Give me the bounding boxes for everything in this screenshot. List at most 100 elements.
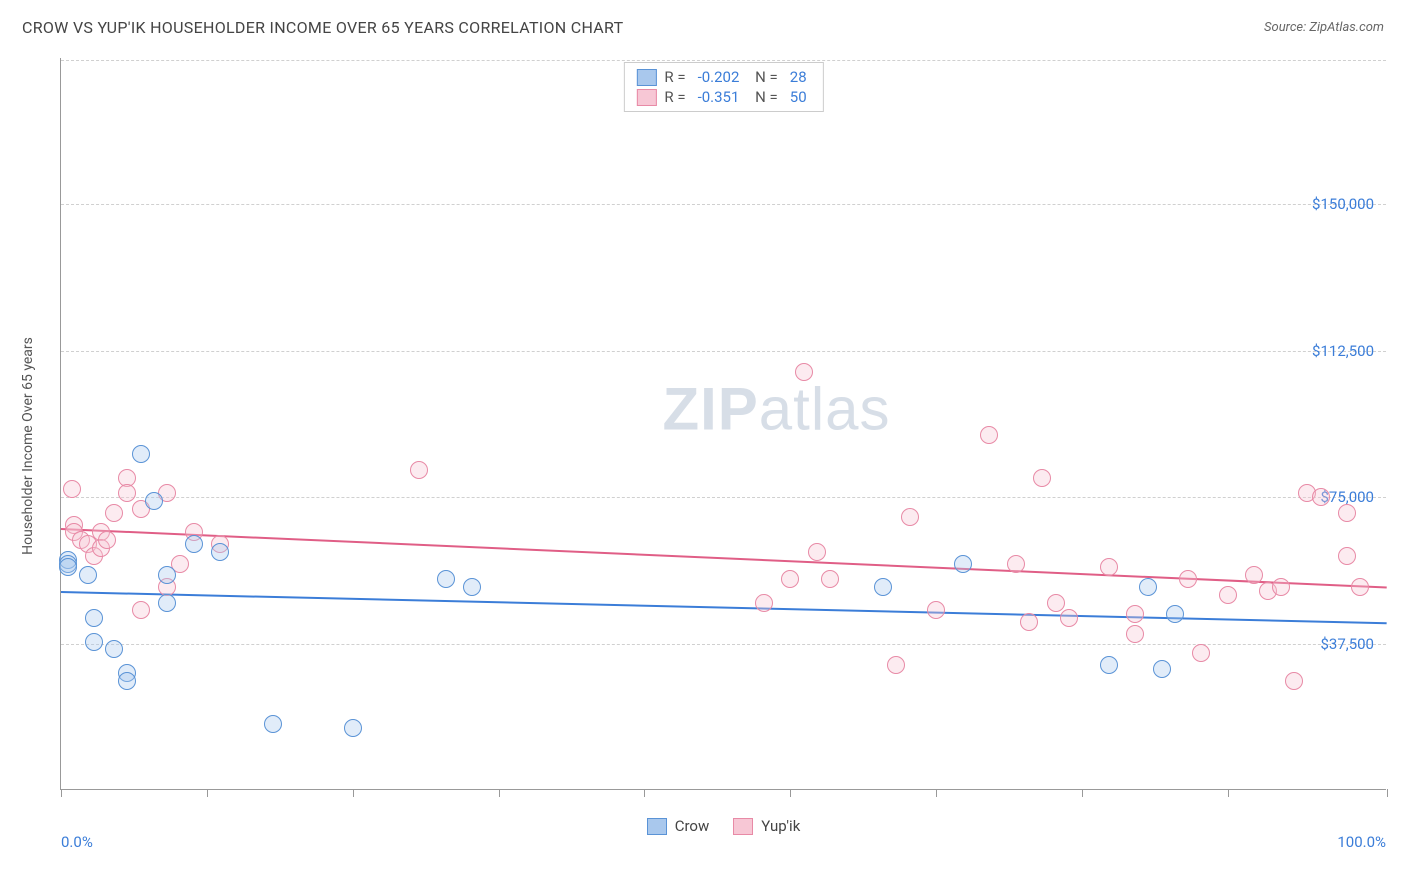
trendline-crow [61, 591, 1387, 624]
r-label: R = [664, 68, 685, 86]
data-point [1033, 469, 1051, 487]
data-point [211, 543, 229, 561]
data-point [1126, 605, 1144, 623]
x-tick-label: 0.0% [61, 833, 93, 851]
data-point [1153, 660, 1171, 678]
x-tick [936, 789, 937, 797]
data-point [158, 566, 176, 584]
data-point [1272, 578, 1290, 596]
legend-item-yupik: Yup'ik [733, 817, 800, 835]
data-point [79, 566, 97, 584]
data-point [1007, 555, 1025, 573]
data-point [98, 531, 116, 549]
data-point [781, 570, 799, 588]
n-value-crow: 28 [786, 68, 811, 86]
y-tick-label: $150,000 [1312, 195, 1374, 213]
x-tick [353, 789, 354, 797]
data-point [887, 656, 905, 674]
gridline [61, 351, 1386, 352]
gridline [61, 60, 1386, 61]
watermark-zip: ZIP [662, 375, 758, 442]
data-point [1338, 547, 1356, 565]
y-axis-label: Householder Income Over 65 years [20, 337, 36, 555]
data-point [132, 601, 150, 619]
data-point [1219, 586, 1237, 604]
data-point [1192, 644, 1210, 662]
x-tick [644, 789, 645, 797]
gridline [61, 497, 1386, 498]
n-label: N = [751, 88, 777, 106]
x-tick [790, 789, 791, 797]
data-point [1020, 613, 1038, 631]
x-tick [1082, 789, 1083, 797]
data-point [821, 570, 839, 588]
legend-bottom: Crow Yup'ik [61, 817, 1386, 835]
data-point [1100, 558, 1118, 576]
chart-title: CROW VS YUP'IK HOUSEHOLDER INCOME OVER 6… [22, 18, 623, 37]
data-point [1126, 625, 1144, 643]
data-point [85, 633, 103, 651]
data-point [463, 578, 481, 596]
n-label: N = [751, 68, 777, 86]
legend-swatch-crow [636, 69, 656, 86]
data-point [185, 535, 203, 553]
data-point [1100, 656, 1118, 674]
legend-swatch-yupik [733, 818, 753, 835]
data-point [1166, 605, 1184, 623]
data-point [808, 543, 826, 561]
legend-item-crow: Crow [647, 817, 710, 835]
watermark-atlas: atlas [759, 375, 891, 442]
data-point [1285, 672, 1303, 690]
data-point [118, 672, 136, 690]
chart-container: CROW VS YUP'IK HOUSEHOLDER INCOME OVER 6… [0, 0, 1406, 892]
source-label: Source: ZipAtlas.com [1264, 20, 1384, 35]
data-point [1060, 609, 1078, 627]
x-tick [1387, 789, 1388, 797]
y-tick-label: $37,500 [1320, 635, 1374, 653]
data-point [105, 640, 123, 658]
data-point [118, 484, 136, 502]
y-tick-label: $112,500 [1312, 342, 1374, 360]
data-point [1351, 578, 1369, 596]
data-point [344, 719, 362, 737]
plot-area: ZIPatlas R = -0.202 N = 28 R = -0.351 N … [60, 58, 1386, 790]
watermark: ZIPatlas [662, 374, 890, 443]
data-point [132, 445, 150, 463]
data-point [410, 461, 428, 479]
data-point [85, 609, 103, 627]
data-point [954, 555, 972, 573]
data-point [874, 578, 892, 596]
data-point [63, 480, 81, 498]
data-point [1338, 504, 1356, 522]
gridline [61, 204, 1386, 205]
legend-swatch-yupik [636, 89, 656, 106]
r-label: R = [664, 88, 685, 106]
legend-row-crow: R = -0.202 N = 28 [636, 67, 810, 87]
gridline [61, 644, 1386, 645]
data-point [795, 363, 813, 381]
r-value-yupik: -0.351 [694, 88, 744, 106]
data-point [1245, 566, 1263, 584]
x-tick [499, 789, 500, 797]
header: CROW VS YUP'IK HOUSEHOLDER INCOME OVER 6… [22, 18, 1384, 37]
data-point [901, 508, 919, 526]
x-tick [207, 789, 208, 797]
data-point [927, 601, 945, 619]
data-point [755, 594, 773, 612]
legend-row-yupik: R = -0.351 N = 50 [636, 87, 810, 107]
legend-label-yupik: Yup'ik [761, 817, 800, 835]
data-point [105, 504, 123, 522]
x-tick [1228, 789, 1229, 797]
x-tick-label: 100.0% [1337, 833, 1386, 851]
r-value-crow: -0.202 [694, 68, 744, 86]
data-point [59, 558, 77, 576]
legend-label-crow: Crow [675, 817, 710, 835]
data-point [980, 426, 998, 444]
data-point [1312, 488, 1330, 506]
legend-stats: R = -0.202 N = 28 R = -0.351 N = 50 [623, 62, 823, 112]
data-point [1139, 578, 1157, 596]
data-point [437, 570, 455, 588]
n-value-yupik: 50 [786, 88, 811, 106]
x-tick [61, 789, 62, 797]
data-point [158, 594, 176, 612]
